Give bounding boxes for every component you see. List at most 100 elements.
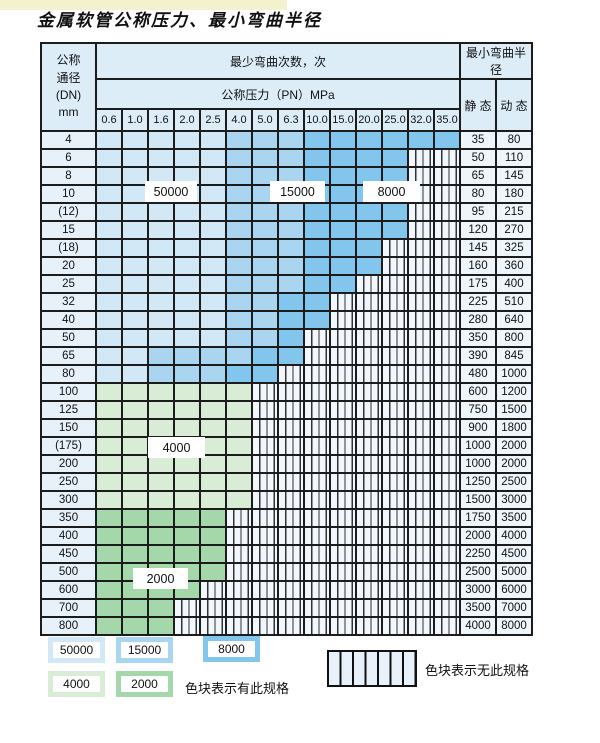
table-row: (12) 95 215	[40, 202, 533, 222]
no-spec-cell	[173, 616, 201, 636]
no-spec-cell	[407, 274, 435, 294]
spec-cell-15000	[251, 310, 279, 330]
spec-cell-8000	[381, 148, 409, 168]
no-spec-cell	[225, 508, 253, 528]
dn-cell: 8	[40, 166, 97, 186]
spec-cell-50000	[199, 274, 227, 294]
table-row: 4 35 80	[40, 130, 533, 150]
spec-cell-4000	[95, 436, 123, 456]
spec-cell-50000	[95, 346, 123, 366]
spec-cell-8000	[433, 130, 461, 150]
spec-cell-50000	[121, 202, 149, 222]
dn-cell: 25	[40, 274, 97, 294]
no-spec-cell	[329, 436, 357, 456]
no-spec-cell	[303, 508, 331, 528]
no-spec-cell	[251, 616, 279, 636]
static-value: 480	[459, 364, 497, 384]
spec-cell-2000	[199, 544, 227, 564]
spec-cell-4000	[147, 400, 175, 420]
no-spec-cell	[407, 490, 435, 510]
dn-cell: 500	[40, 562, 97, 582]
pressure-tick: 1.0	[121, 108, 149, 132]
legend-swatch-4000: 4000	[48, 671, 105, 697]
spec-cell-2000	[95, 508, 123, 528]
spec-cell-2000	[173, 508, 201, 528]
table-row: 800 4000 8000	[40, 616, 533, 636]
no-spec-cell	[303, 490, 331, 510]
pressure-tick: 20.0	[355, 108, 383, 132]
no-spec-cell	[407, 238, 435, 258]
spec-cell-4000	[225, 472, 253, 492]
no-spec-cell	[355, 598, 383, 618]
static-value: 1500	[459, 490, 497, 510]
spec-cell-8000	[355, 220, 383, 240]
dynamic-value: 180	[495, 184, 533, 204]
static-value: 1000	[459, 436, 497, 456]
no-spec-cell	[407, 382, 435, 402]
spec-cell-15000	[277, 256, 305, 276]
no-spec-cell	[277, 418, 305, 438]
spec-cell-50000	[199, 256, 227, 276]
overlay-label-2000: 2000	[133, 568, 188, 589]
legend-swatch-8000: 8000	[203, 636, 260, 662]
spec-cell-4000	[95, 400, 123, 420]
no-spec-cell	[277, 382, 305, 402]
no-spec-cell	[381, 616, 409, 636]
no-spec-cell	[433, 346, 461, 366]
no-spec-cell	[277, 526, 305, 546]
spec-cell-8000	[251, 346, 279, 366]
spec-cell-50000	[173, 256, 201, 276]
spec-cell-2000	[121, 544, 149, 564]
no-spec-cell	[329, 400, 357, 420]
dn-cell: 80	[40, 364, 97, 384]
spec-cell-8000	[303, 256, 331, 276]
spec-cell-8000	[355, 130, 383, 150]
no-spec-cell	[433, 292, 461, 312]
pressure-tick-row: 0.6 1.0 1.6 2.0 2.5 4.0 5.0 6.3 10.0 15.0 20.0 25.0…	[41, 108, 532, 132]
dynamic-value: 4500	[495, 544, 533, 564]
static-value: 1250	[459, 472, 497, 492]
no-spec-cell	[355, 580, 383, 600]
no-spec-cell	[433, 184, 461, 204]
dynamic-value: 1500	[495, 400, 533, 420]
no-spec-cell	[277, 400, 305, 420]
spec-cell-15000	[225, 184, 253, 204]
no-spec-cell	[329, 526, 357, 546]
no-spec-cell	[329, 472, 357, 492]
spec-cell-8000	[303, 292, 331, 312]
legend-swatch-2000: 2000	[116, 671, 173, 697]
no-spec-cell	[355, 454, 383, 474]
table-row: 100 600 1200	[40, 382, 533, 402]
static-header: 静 态	[459, 78, 497, 132]
dynamic-value: 3500	[495, 508, 533, 528]
no-spec-cell	[251, 598, 279, 618]
no-spec-cell	[381, 382, 409, 402]
pressure-tick: 2.5	[199, 108, 227, 132]
dn-cell: 300	[40, 490, 97, 510]
no-spec-cell	[433, 202, 461, 222]
spec-cell-50000	[95, 256, 123, 276]
dynamic-value: 800	[495, 328, 533, 348]
no-spec-cell	[303, 400, 331, 420]
dn-cell: 4	[40, 130, 97, 150]
spec-cell-50000	[147, 238, 175, 258]
no-spec-cell	[329, 616, 357, 636]
no-spec-cell	[381, 238, 409, 258]
spec-cell-50000	[173, 130, 201, 150]
no-spec-cell	[381, 472, 409, 492]
no-spec-cell	[355, 436, 383, 456]
spec-cell-15000	[251, 220, 279, 240]
spec-cell-15000	[251, 238, 279, 258]
spec-cell-15000	[225, 256, 253, 276]
spec-cell-4000	[225, 436, 253, 456]
dynamic-value: 215	[495, 202, 533, 222]
pressure-tick: 35.0	[433, 108, 461, 132]
dn-cell: 350	[40, 508, 97, 528]
spec-cell-15000	[225, 238, 253, 258]
dn-cell: 450	[40, 544, 97, 564]
no-spec-cell	[355, 472, 383, 492]
no-spec-cell	[381, 544, 409, 564]
no-spec-cell	[407, 364, 435, 384]
no-spec-cell	[251, 454, 279, 474]
table-row: 25 175 400	[40, 274, 533, 294]
